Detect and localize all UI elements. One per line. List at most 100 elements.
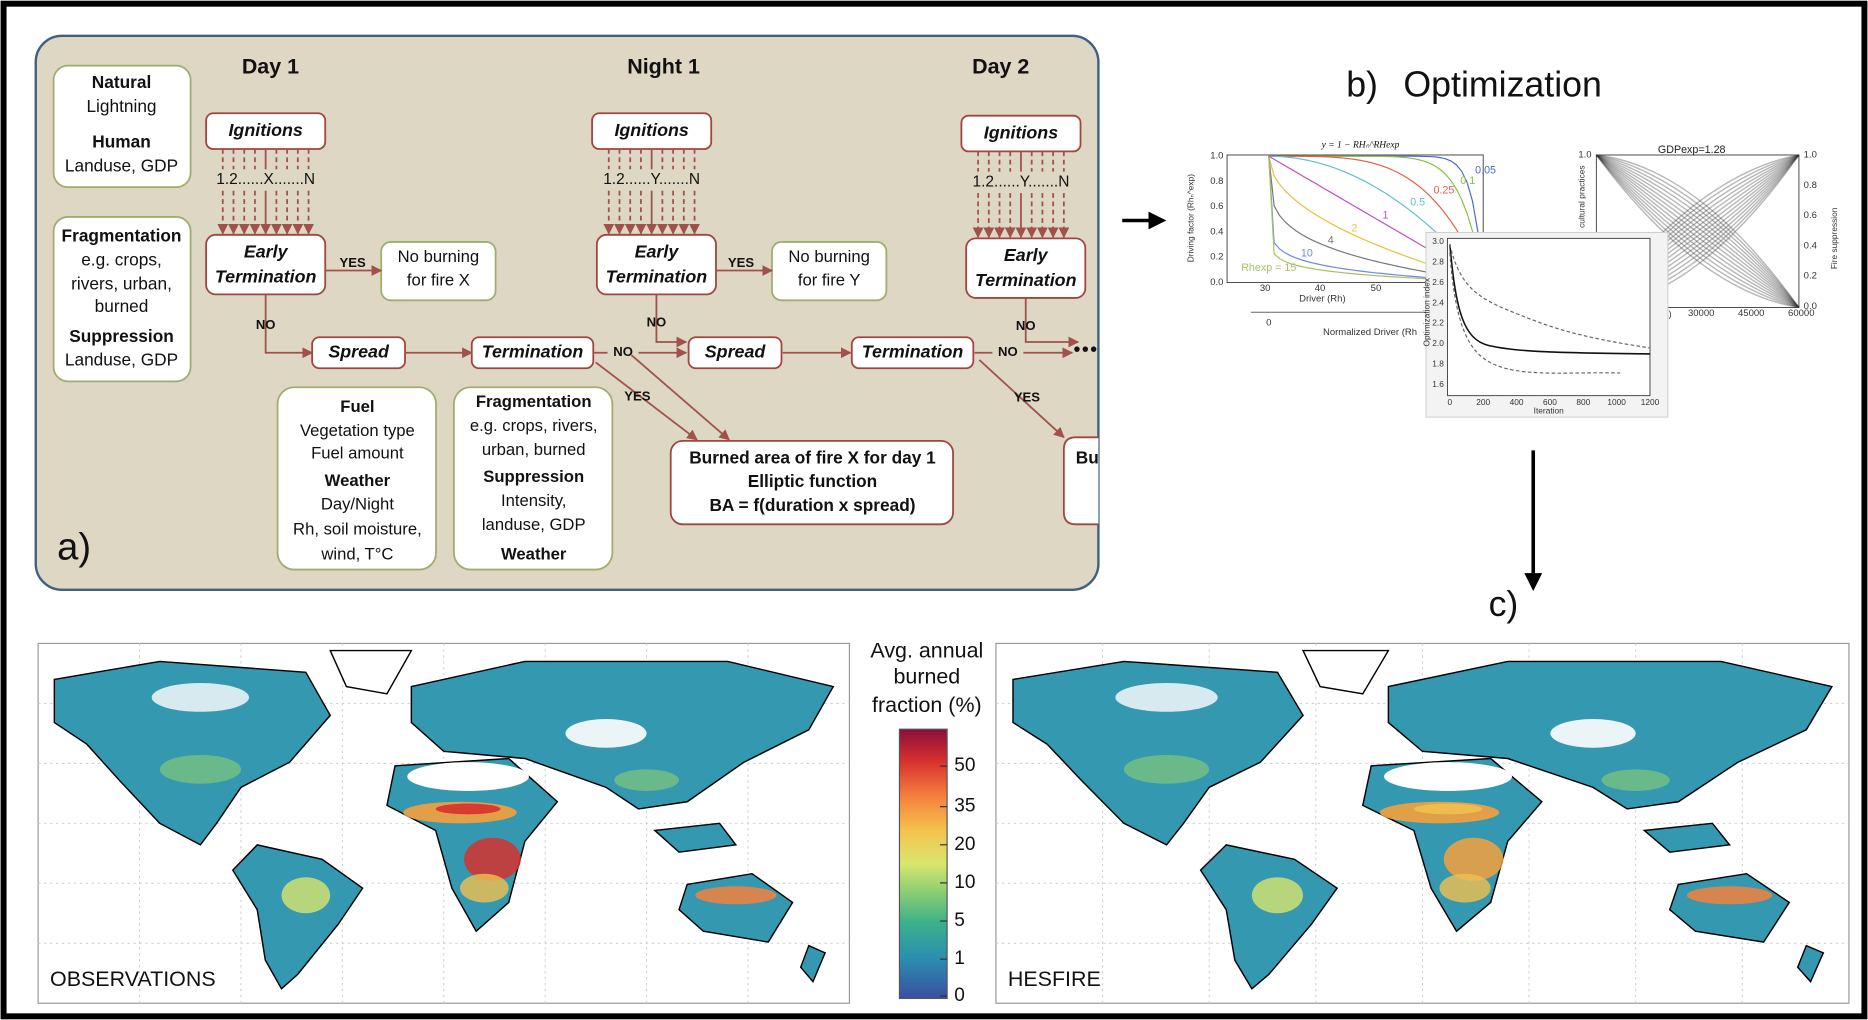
label: No burning — [398, 247, 479, 266]
label: 0.6 — [1804, 210, 1817, 221]
burned-area-box-cut — [1062, 436, 1099, 526]
fan-line — [1595, 154, 1800, 309]
label: 0.05 — [1475, 164, 1496, 176]
fan-line — [1596, 154, 1800, 309]
burn-hotspot — [614, 769, 680, 791]
label: burned — [893, 665, 960, 689]
burn-hotspot — [1601, 769, 1670, 791]
label: 10 — [1301, 248, 1313, 260]
label: Normalized Driver (Rh — [1323, 327, 1417, 338]
land — [1301, 649, 1390, 695]
burn-hotspot — [1123, 754, 1210, 784]
arrow — [1024, 297, 1080, 348]
label: y = 1 − RHₙ^RHexp — [1321, 141, 1400, 151]
land — [1642, 822, 1731, 853]
no-burn-area — [1384, 762, 1513, 791]
label: burned — [95, 296, 149, 316]
fan-line — [1595, 154, 1800, 309]
continuation-dot — [1090, 346, 1097, 352]
burned-area-box — [669, 440, 954, 526]
label: Suppression — [69, 326, 174, 346]
label: Ignitions — [984, 122, 1058, 142]
label: NO — [998, 344, 1018, 359]
label: Rh, soil moisture, — [293, 520, 422, 539]
land — [329, 649, 413, 695]
panel-title: Optimization — [1403, 65, 1602, 105]
label: NO — [613, 344, 633, 359]
label: 1000 — [1607, 397, 1626, 407]
plot-axes — [1446, 237, 1651, 397]
fan-line — [1596, 154, 1800, 308]
arrow — [655, 294, 688, 348]
label: Ignitions — [614, 120, 688, 140]
label: fraction (%) — [872, 693, 982, 717]
label: Landuse, GDP — [65, 155, 178, 175]
label: e.g. crops, rivers, — [470, 416, 598, 435]
label: 0.8 — [1804, 180, 1817, 191]
column-header: Day 1 — [242, 55, 299, 79]
fan-line — [1596, 154, 1800, 308]
fan-line — [1595, 154, 1800, 309]
continuation-dot — [1074, 346, 1080, 352]
burn-hotspot — [1439, 873, 1491, 903]
land — [53, 660, 332, 846]
label: Driver (Rh) — [1299, 294, 1346, 305]
label: 30000 — [1688, 308, 1714, 319]
fan-line — [1595, 154, 1800, 309]
label: 2.4 — [1432, 297, 1444, 307]
label: 0.0 — [1804, 301, 1817, 312]
label: Iteration — [1534, 405, 1564, 415]
label: Fire suppression — [1829, 207, 1839, 269]
label: Avg. annual — [870, 638, 983, 662]
label: Driving factor (Rhₙ^exp) — [1186, 174, 1196, 262]
colorbar-tick-label: 20 — [954, 834, 975, 855]
label: Termination — [215, 266, 317, 286]
label: 1.2......X.......N — [216, 171, 315, 188]
label: 2.8 — [1432, 257, 1444, 267]
label: Bu — [1076, 447, 1099, 467]
label: 0.0 — [1210, 277, 1223, 288]
convergence-line — [1449, 252, 1621, 374]
arrow — [630, 354, 730, 441]
fuel-weather-box — [276, 386, 437, 571]
curve — [1268, 155, 1484, 282]
burn-hotspot — [159, 754, 241, 784]
column-header: Night 1 — [627, 55, 700, 79]
label: for fire Y — [798, 271, 861, 290]
burn-hotspot — [1686, 886, 1773, 905]
panel-label: b) — [1346, 65, 1378, 105]
label: YES — [624, 388, 650, 403]
label: 0.2 — [1210, 252, 1223, 263]
label: Spread — [328, 341, 390, 361]
fan-line — [1595, 154, 1800, 309]
label: 1.0 — [1804, 150, 1817, 161]
colorbar-tick-label: 50 — [954, 755, 975, 776]
label: 4 — [1328, 235, 1334, 247]
colorbar-tick-label: 10 — [954, 872, 975, 893]
label: Day/Night — [321, 495, 395, 514]
panel-label: a) — [57, 525, 91, 568]
burn-hotspot — [459, 873, 509, 903]
colorbar-tick-label: 35 — [954, 796, 975, 817]
label: 1.8 — [1432, 358, 1444, 368]
label: NO — [1016, 318, 1036, 333]
burn-hotspot — [1251, 877, 1304, 914]
label: Early — [1004, 245, 1049, 265]
colorbar-tick-label: 1 — [954, 948, 965, 969]
label: Fuel — [340, 397, 374, 416]
arrow — [978, 359, 1065, 439]
label: 600 — [1543, 397, 1557, 407]
label: 50 — [1371, 283, 1382, 294]
burn-hotspot — [1443, 837, 1504, 881]
driver-box — [52, 216, 192, 383]
label: 0.25 — [1433, 185, 1454, 197]
termination-box — [850, 336, 975, 370]
label: YES — [728, 255, 754, 270]
colorbar-tick-label: 0 — [954, 985, 965, 1006]
label: 40 — [1315, 283, 1326, 294]
fragmentation-box — [453, 386, 614, 571]
label: 0.1 — [1460, 175, 1475, 187]
burn-hotspot — [695, 886, 777, 905]
label: YES — [1014, 389, 1040, 404]
